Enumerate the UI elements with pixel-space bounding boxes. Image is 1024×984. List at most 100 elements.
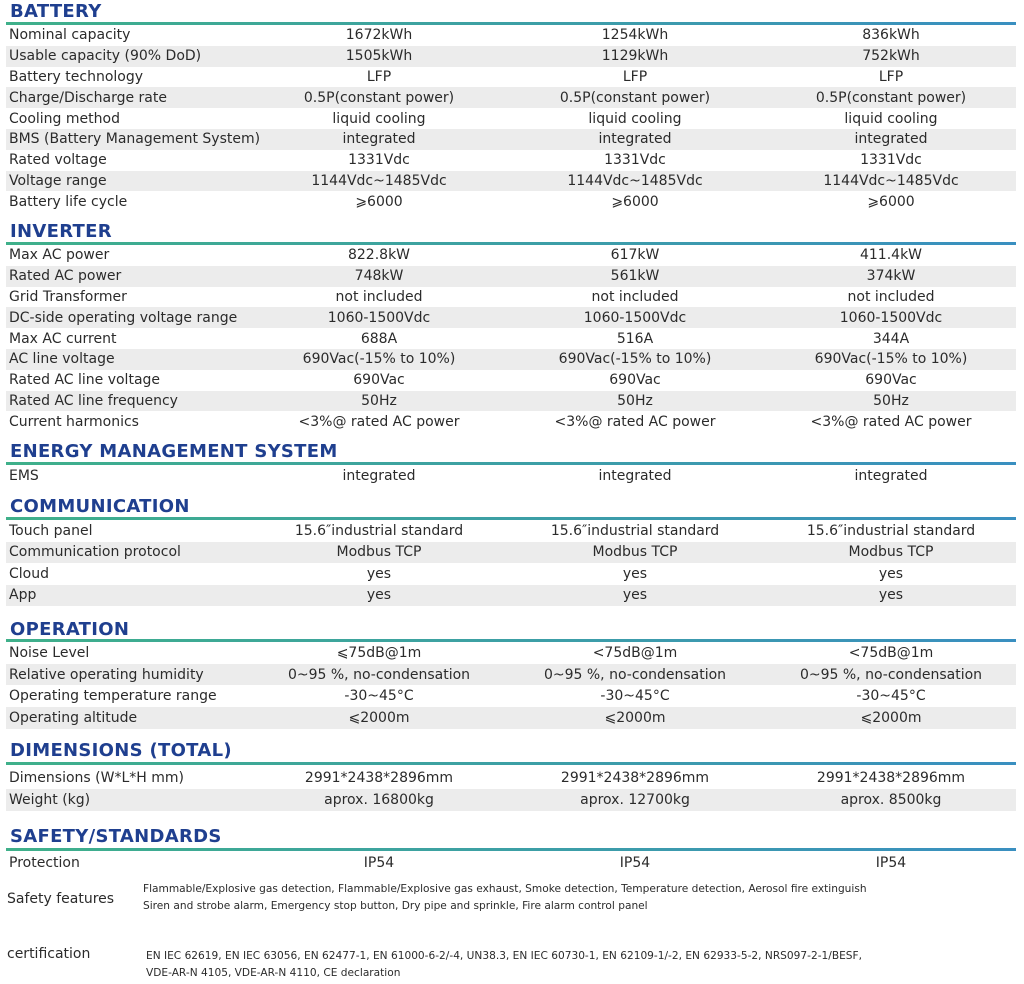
row-value-2: not included <box>591 288 679 305</box>
row-value-2: integrated <box>598 131 672 148</box>
spec-rows: Touch panel 15.6″industrial standard 15.6″… <box>6 520 1016 606</box>
row-value-3: 1144Vdc~1485Vdc <box>823 172 959 189</box>
row-value-2: 0~95 %, no-condensation <box>543 666 727 683</box>
row-value-2: 516A <box>616 330 654 347</box>
row-value-1: aprox. 16800kg <box>324 792 434 808</box>
section-title: SAFETY/STANDARDS <box>10 826 222 847</box>
row-label: Max AC current <box>9 330 117 347</box>
row-value-2: 1144Vdc~1485Vdc <box>567 172 703 189</box>
table-row: Rated AC line voltage 690Vac 690Vac 690Vac <box>6 370 1016 391</box>
table-row: DC-side operating voltage range 1060-1500… <box>6 307 1016 329</box>
row-label: Battery life cycle <box>9 193 128 210</box>
spec-rows: Dimensions (W*L*H mm) 2991*2438*2896mm 299… <box>6 767 1016 811</box>
row-value-1: 0~95 %, no-condensation <box>287 666 471 683</box>
row-label: App <box>9 587 37 604</box>
table-row: Cooling method liquid cooling liquid cooli… <box>6 108 1016 129</box>
table-row: Protection IP54 IP54 IP54 <box>6 852 1016 873</box>
section-divider <box>6 639 1016 642</box>
row-label: Charge/Discharge rate <box>9 89 167 106</box>
row-value-1: liquid cooling <box>332 110 426 127</box>
table-row: Battery life cycle ⩾6000 ⩾6000 ⩾6000 <box>6 191 1016 212</box>
row-label: EMS <box>9 467 39 484</box>
row-label: DC-side operating voltage range <box>9 309 238 326</box>
row-value-2: 1129kWh <box>601 48 669 65</box>
table-row: Rated AC power 748kW 561kW 374kW <box>6 265 1016 287</box>
row-value-2: 1331Vdc <box>604 152 666 169</box>
row-label: Rated AC line frequency <box>9 392 178 409</box>
row-value-1: ⩾6000 <box>355 193 403 210</box>
spec-rows: Max AC power 822.8kW 617kW 411.4kW Rated AC … <box>6 245 1016 432</box>
row-label: Operating temperature range <box>9 688 217 705</box>
row-value-3: integrated <box>854 131 928 148</box>
table-row: Current harmonics <3%@ rated AC power <3%@… <box>6 411 1016 432</box>
table-row: Relative operating humidity 0~95 %, no-co… <box>6 663 1016 686</box>
row-value-3: IP54 <box>875 854 907 871</box>
row-value-1: 748kW <box>354 268 404 285</box>
row-value-1: <3%@ rated AC power <box>298 413 460 430</box>
row-value-2: yes <box>622 565 648 582</box>
row-value-3: aprox. 8500kg <box>840 792 942 808</box>
row-value-1: 2991*2438*2896mm <box>304 770 454 786</box>
safety-features-label: Safety features <box>7 891 115 907</box>
table-row: Weight (kg) aprox. 16800kg aprox. 12700kg a… <box>6 789 1016 811</box>
certification-line: VDE-AR-N 4105, VDE-AR-N 4110, CE declara… <box>146 967 401 979</box>
row-label: Cooling method <box>9 110 120 127</box>
row-value-3: LFP <box>878 68 904 85</box>
row-label: Protection <box>9 854 80 871</box>
row-value-1: integrated <box>342 467 416 484</box>
row-value-1: 1060-1500Vdc <box>327 309 431 326</box>
row-label: Communication protocol <box>9 544 181 561</box>
row-value-2: -30~45°C <box>600 688 670 705</box>
row-value-3: 752kWh <box>862 48 920 65</box>
row-value-3: 0.5P(constant power) <box>815 89 967 106</box>
row-value-2: IP54 <box>619 854 651 871</box>
row-label: Touch panel <box>9 522 93 539</box>
row-label: Usable capacity (90% DoD) <box>9 48 202 65</box>
table-row: Max AC current 688A 516A 344A <box>6 328 1016 349</box>
row-value-2: 1254kWh <box>601 27 669 44</box>
row-label: Current harmonics <box>9 413 139 430</box>
certification-line: EN IEC 62619, EN IEC 63056, EN 62477-1, … <box>146 950 862 962</box>
row-value-3: ⩽2000m <box>860 709 922 726</box>
section-title: COMMUNICATION <box>10 496 190 517</box>
spec-rows: Protection IP54 IP54 IP54 <box>6 852 1016 873</box>
row-value-2: 1060-1500Vdc <box>583 309 687 326</box>
section-divider <box>6 242 1016 245</box>
table-row: Dimensions (W*L*H mm) 2991*2438*2896mm 299… <box>6 767 1016 789</box>
row-value-2: ⩽2000m <box>604 709 666 726</box>
spec-rows: EMS integrated integrated integrated <box>6 465 1016 487</box>
row-label: Rated voltage <box>9 152 107 169</box>
row-value-3: ⩾6000 <box>867 193 915 210</box>
section-title: ENERGY MANAGEMENT SYSTEM <box>10 441 338 462</box>
table-row: Battery technology LFP LFP LFP <box>6 67 1016 88</box>
row-value-2: 50Hz <box>617 392 653 409</box>
row-value-2: aprox. 12700kg <box>580 792 690 808</box>
row-value-2: 15.6″industrial standard <box>550 522 720 539</box>
row-label: Battery technology <box>9 68 144 85</box>
row-value-1: 688A <box>360 330 398 347</box>
row-label: BMS (Battery Management System) <box>9 131 261 148</box>
safety-features-line: Flammable/Explosive gas detection, Flamm… <box>143 883 867 895</box>
row-label: Cloud <box>9 565 49 582</box>
row-value-1: 822.8kW <box>347 247 411 264</box>
table-row: Charge/Discharge rate 0.5P(constant power… <box>6 87 1016 109</box>
row-value-1: -30~45°C <box>344 688 414 705</box>
row-label: Weight (kg) <box>9 792 91 808</box>
row-value-3: integrated <box>854 467 928 484</box>
table-row: Touch panel 15.6″industrial standard 15.6″… <box>6 520 1016 542</box>
row-value-2: liquid cooling <box>588 110 682 127</box>
table-row: Voltage range 1144Vdc~1485Vdc 1144Vdc~1485… <box>6 170 1016 192</box>
table-row: Usable capacity (90% DoD) 1505kWh 1129kWh 7… <box>6 45 1016 67</box>
row-value-2: LFP <box>622 68 648 85</box>
table-row: Rated voltage 1331Vdc 1331Vdc 1331Vdc <box>6 150 1016 171</box>
row-value-3: 2991*2438*2896mm <box>816 770 966 786</box>
row-value-3: 374kW <box>866 268 916 285</box>
section-title: DIMENSIONS (TOTAL) <box>10 740 232 761</box>
row-value-3: 836kWh <box>862 27 920 44</box>
row-value-1: yes <box>366 565 392 582</box>
table-row: Nominal capacity 1672kWh 1254kWh 836kWh <box>6 25 1016 46</box>
row-value-3: 344A <box>872 330 910 347</box>
row-value-1: 0.5P(constant power) <box>303 89 455 106</box>
row-value-1: 1144Vdc~1485Vdc <box>311 172 447 189</box>
row-value-2: yes <box>622 587 648 604</box>
